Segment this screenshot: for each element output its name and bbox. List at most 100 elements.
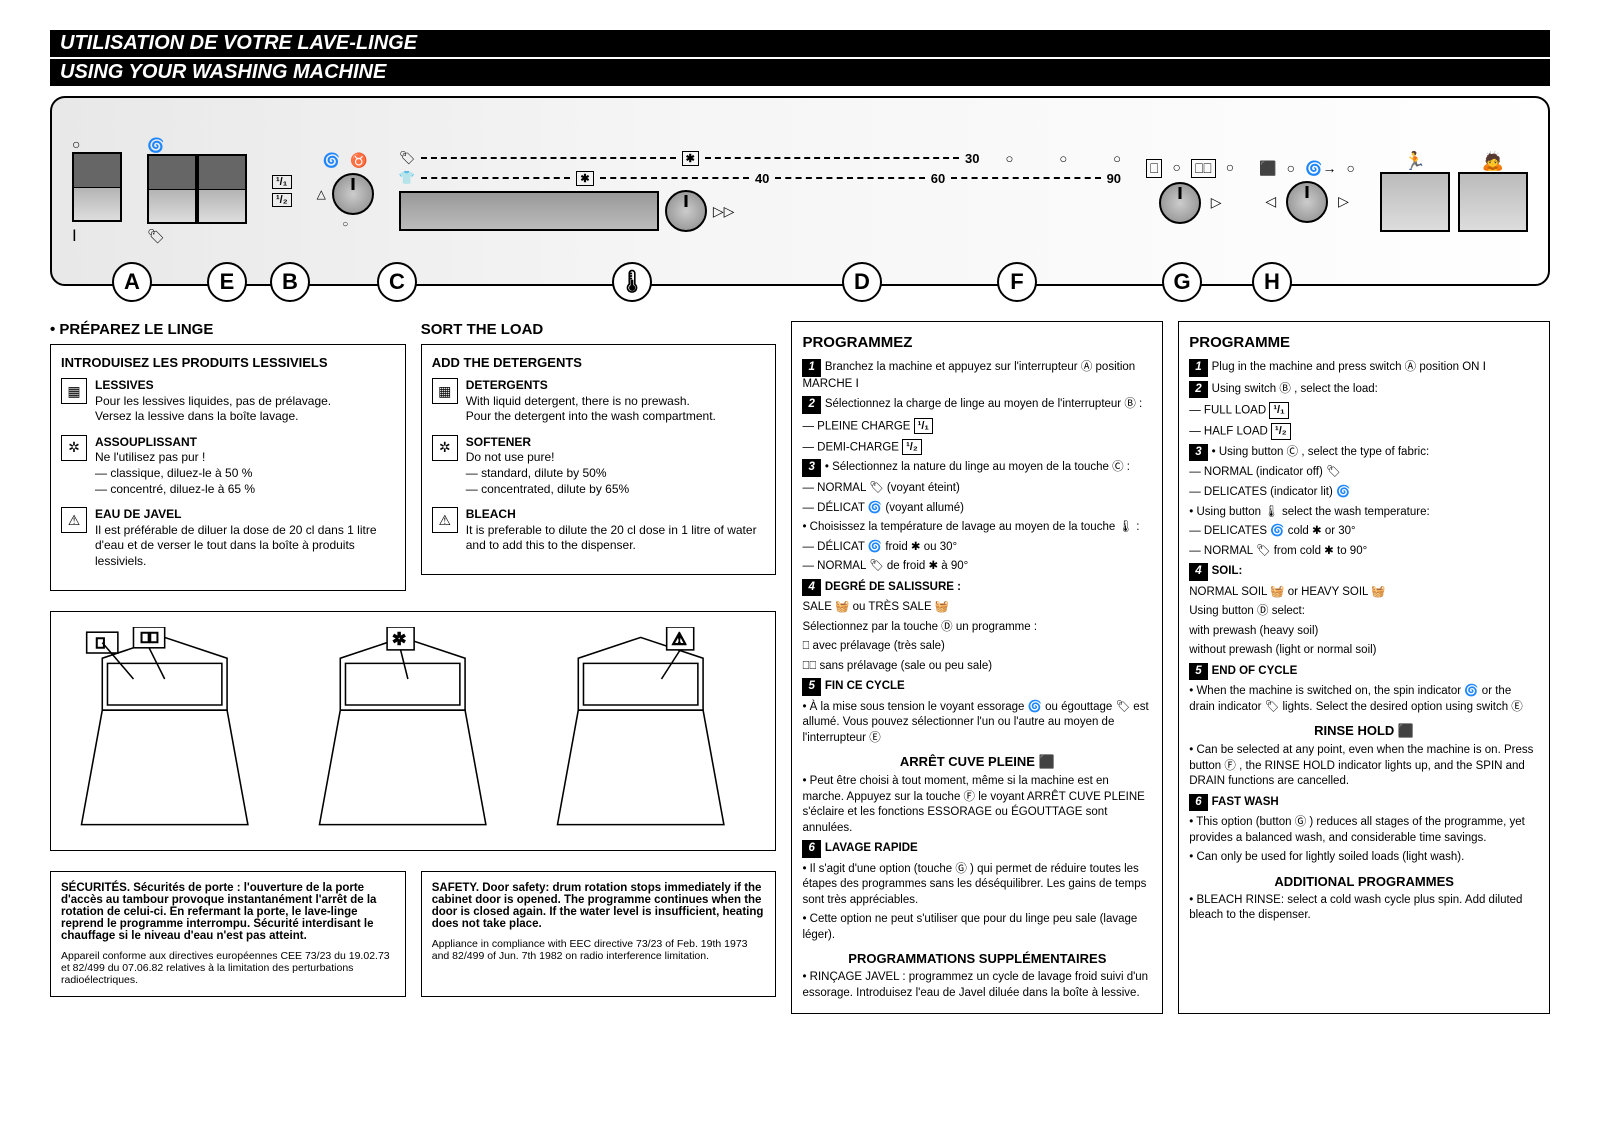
load-switch[interactable] xyxy=(197,154,247,224)
en-s3a: — NORMAL (indicator off) 🏷 xyxy=(1189,465,1539,481)
half-load-icon: ¹/₂ xyxy=(272,193,292,207)
full-load-icon: ¹/₁ xyxy=(272,175,292,189)
temp-display xyxy=(399,191,659,231)
javel-title: EAU DE JAVEL xyxy=(95,507,181,521)
assoup-title: ASSOUPLISSANT xyxy=(95,435,197,449)
fr-s3c: • Choisissez la température de lavage au… xyxy=(802,520,1152,536)
en-s4d: without prewash (light or normal soil) xyxy=(1189,643,1539,659)
rinsehold-knob[interactable] xyxy=(1286,181,1328,223)
fastwash-button[interactable] xyxy=(1380,172,1450,232)
fr-supp-t: PROGRAMMATIONS SUPPLÉMENTAIRES xyxy=(802,951,1152,966)
control-panel: ○ Ⅰ 🌀 🏷 ¹/₁ ¹/₂ 🌀♉ △ ○ xyxy=(50,96,1550,286)
washer-illustration-row: ⎕ ⎕⎕ ✲ xyxy=(50,611,776,851)
label-d: D xyxy=(842,262,882,302)
en-s1: Plug in the machine and press switch Ⓐ p… xyxy=(1212,361,1486,373)
softener-icon-en: ✲ xyxy=(432,435,458,461)
en-rinse-t: RINSE HOLD ⬛ xyxy=(1189,723,1539,739)
en-s3: • Using button Ⓒ , select the type of fa… xyxy=(1212,446,1430,458)
bleach-title: BLEACH xyxy=(466,507,516,521)
label-therm: 🌡 xyxy=(612,262,652,302)
option-h-button[interactable] xyxy=(1458,172,1528,232)
label-c: C xyxy=(377,262,417,302)
fr-s2a: — PLEINE CHARGE xyxy=(802,420,910,432)
en-rinse: • Can be selected at any point, even whe… xyxy=(1189,743,1539,790)
fabric-knob[interactable] xyxy=(332,173,374,215)
en-s5a: • When the machine is switched on, the s… xyxy=(1189,684,1539,715)
label-f: F xyxy=(997,262,1037,302)
en-add: • BLEACH RINSE: select a cold wash cycle… xyxy=(1189,893,1539,924)
soft-l3: — concentrated, dilute by 65% xyxy=(466,482,629,496)
label-b: B xyxy=(270,262,310,302)
add-heading-fr: INTRODUISEZ LES PRODUITS LESSIVIELS xyxy=(61,355,395,370)
en-s6a: • This option (button Ⓖ ) reduces all st… xyxy=(1189,815,1539,846)
assoup-l3: — concentré, diluez-le à 65 % xyxy=(95,482,255,496)
fr-s5t: FIN CE CYCLE xyxy=(825,680,905,692)
detergent-icon-en: ▦ xyxy=(432,378,458,404)
en-s3d: — DELICATES 🌀 cold ✱ or 30° xyxy=(1189,524,1539,540)
en-s3e: — NORMAL 🏷 from cold ✱ to 90° xyxy=(1189,544,1539,560)
fr-s1: Branchez la machine et appuyez sur l'int… xyxy=(802,361,1135,390)
soft-l1: Do not use pure! xyxy=(466,450,555,464)
title-fr: UTILISATION DE VOTRE LAVE-LINGE xyxy=(50,30,1550,57)
soil-knob[interactable] xyxy=(1159,182,1201,224)
fr-s4d: ⎕⎕ sans prélavage (sale ou peu sale) xyxy=(802,659,1152,675)
fr-s3b: — DÉLICAT 🌀 (voyant allumé) xyxy=(802,501,1152,517)
fr-s6a: • Il s'agit d'une option (touche Ⓖ ) qui… xyxy=(802,862,1152,909)
programme-box-en: PROGRAMME 1Plug in the machine and press… xyxy=(1178,321,1550,1014)
lessives-l2: Versez la lessive dans la boîte lavage. xyxy=(95,409,298,423)
en-s2a: — FULL LOAD xyxy=(1189,404,1266,416)
en-s6t: FAST WASH xyxy=(1212,796,1279,808)
en-s5t: END OF CYCLE xyxy=(1212,665,1298,677)
safety-en-text: SAFETY. Door safety: drum rotation stops… xyxy=(432,882,764,930)
fr-supp: • RINÇAGE JAVEL : programmez un cycle de… xyxy=(802,970,1152,1001)
svg-text:⚠: ⚠ xyxy=(672,629,687,648)
prog-heading-en: PROGRAMME xyxy=(1189,334,1539,351)
fr-s3a: — NORMAL 🏷 (voyant éteint) xyxy=(802,481,1152,497)
soft-title: SOFTENER xyxy=(466,435,531,449)
det-title: DETERGENTS xyxy=(466,378,548,392)
en-s3c: • Using button 🌡 select the wash tempera… xyxy=(1189,505,1539,521)
safety-box-en: SAFETY. Door safety: drum rotation stops… xyxy=(421,871,777,997)
softener-icon: ✲ xyxy=(61,435,87,461)
detergents-box-fr: INTRODUISEZ LES PRODUITS LESSIVIELS ▦ LE… xyxy=(50,344,406,591)
programme-box-fr: PROGRAMMEZ 1Branchez la machine et appuy… xyxy=(791,321,1163,1014)
en-s4c: with prewash (heavy soil) xyxy=(1189,624,1539,640)
assoup-l1: Ne l'utilisez pas pur ! xyxy=(95,450,205,464)
fr-s2: Sélectionnez la charge de linge au moyen… xyxy=(825,398,1142,410)
label-h: H xyxy=(1252,262,1292,302)
svg-text:⎕⎕: ⎕⎕ xyxy=(141,630,159,646)
fr-s3d: — DÉLICAT 🌀 froid ✱ ou 30° xyxy=(802,540,1152,556)
svg-text:✲: ✲ xyxy=(392,629,406,648)
bleach-icon: ⚠ xyxy=(61,507,87,533)
fr-s4c: ⎕ avec prélavage (très sale) xyxy=(802,639,1152,655)
prep-heading-fr: • PRÉPAREZ LE LINGE xyxy=(50,321,406,338)
fr-s4a: SALE 🧺 ou TRÈS SALE 🧺 xyxy=(802,600,1152,616)
spin-switch[interactable] xyxy=(147,154,197,224)
safety-en-note: Appliance in compliance with EEC directi… xyxy=(432,938,748,962)
detergent-icon: ▦ xyxy=(61,378,87,404)
det-l2: Pour the detergent into the wash compart… xyxy=(466,409,716,423)
soft-l2: — standard, dilute by 50% xyxy=(466,466,607,480)
bleach-icon-en: ⚠ xyxy=(432,507,458,533)
lessives-l1: Pour les lessives liquides, pas de préla… xyxy=(95,394,331,408)
en-s6b: • Can only be used for lightly soiled lo… xyxy=(1189,850,1539,866)
fr-arret-t: ARRÊT CUVE PLEINE ⬛ xyxy=(802,754,1152,770)
en-s4b: Using button Ⓓ select: xyxy=(1189,604,1539,620)
fr-arret: • Peut être choisi à tout moment, même s… xyxy=(802,774,1152,836)
en-s2b: — HALF LOAD xyxy=(1189,425,1268,437)
label-e: E xyxy=(207,262,247,302)
add-heading-en: ADD THE DETERGENTS xyxy=(432,355,766,370)
safety-box-fr: SÉCURITÉS. Sécurités de porte : l'ouvert… xyxy=(50,871,406,997)
fabric-dial-section: 🌀♉ △ ○ xyxy=(317,152,374,230)
fr-s4b: Sélectionnez par la touche Ⓓ un programm… xyxy=(802,620,1152,636)
temp-knob[interactable] xyxy=(665,190,707,232)
en-s4a: NORMAL SOIL 🧺 or HEAVY SOIL 🧺 xyxy=(1189,585,1539,601)
title-en: USING YOUR WASHING MACHINE xyxy=(50,59,1550,86)
label-g: G xyxy=(1162,262,1202,302)
en-s4t: SOIL: xyxy=(1212,565,1243,577)
fr-s4t: DEGRÉ DE SALISSURE : xyxy=(825,581,961,593)
fr-s3: • Sélectionnez la nature du linge au moy… xyxy=(825,461,1130,473)
bleach-l1: It is preferable to dilute the 20 cl dos… xyxy=(466,523,757,553)
power-switch[interactable] xyxy=(72,152,122,222)
fr-s2b: — DEMI-CHARGE xyxy=(802,441,898,453)
